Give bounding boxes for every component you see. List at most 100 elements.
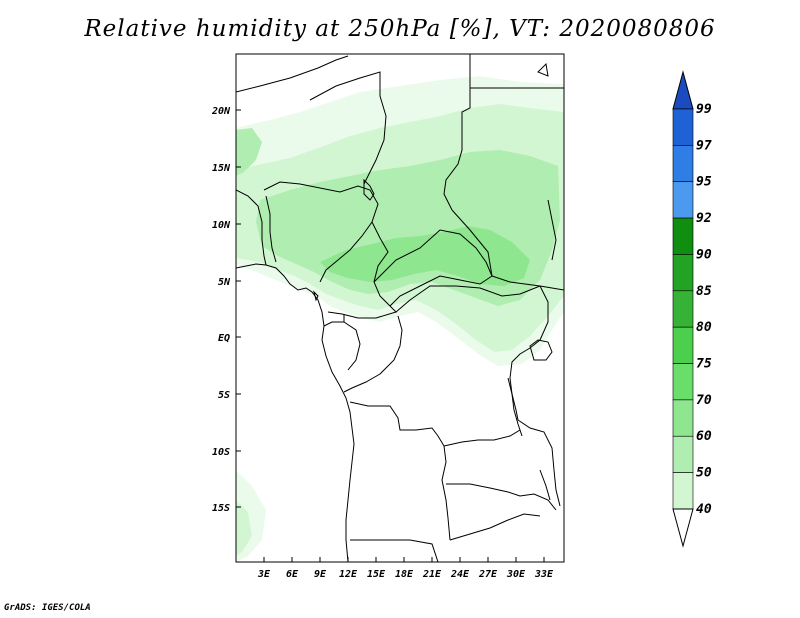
border-mali-niger — [309, 71, 387, 185]
lat-label-15N: 15N — [212, 163, 231, 174]
border-angola-south — [350, 539, 439, 562]
colorbar-label-60: 60 — [696, 429, 712, 444]
lon-tick-3E: 3E — [257, 557, 271, 580]
map-frame — [235, 53, 565, 563]
colorbar-label-92: 92 — [696, 211, 712, 226]
colorbar-label-80: 80 — [696, 320, 712, 335]
lon-label-6E: 6E — [286, 569, 299, 580]
lake-malawi — [539, 469, 551, 501]
coastline — [236, 263, 355, 562]
lake-chad — [363, 178, 375, 201]
colorbar-segment-90 — [672, 254, 694, 292]
colorbar-segment-92 — [672, 217, 694, 255]
lat-label-5S: 5S — [218, 390, 230, 401]
lon-tick-6E: 6E — [286, 557, 299, 580]
border-togo-benin — [265, 195, 277, 263]
colorbar-label-50: 50 — [696, 466, 712, 481]
lon-label-27E: 27E — [478, 569, 498, 580]
border-zambia-south — [449, 513, 541, 541]
colorbar-label-85: 85 — [696, 284, 712, 299]
colorbar-label-75: 75 — [696, 357, 712, 372]
latitude-axis: 20N 15N 10N 5N EQ 5S 10S 15S — [211, 106, 241, 514]
colorbar-top-arrow — [672, 70, 694, 110]
lon-tick-15E: 15E — [367, 557, 386, 580]
lon-label-24E: 24E — [450, 569, 470, 580]
lat-tick-5N: 5N — [218, 277, 241, 288]
lat-label-5N: 5N — [218, 277, 231, 288]
lat-tick-10N: 10N — [212, 220, 241, 231]
lon-label-9E: 9E — [314, 569, 327, 580]
lon-tick-30E: 30E — [506, 557, 526, 580]
lake-victoria — [529, 339, 553, 361]
lon-tick-33E: 33E — [534, 557, 554, 580]
border-sahara — [236, 55, 349, 93]
lon-tick-9E: 9E — [314, 557, 327, 580]
border-drc-angola — [349, 401, 451, 541]
lon-tick-27E: 27E — [478, 557, 498, 580]
lat-label-EQ: EQ — [218, 333, 230, 344]
lon-label-18E: 18E — [395, 569, 414, 580]
colorbar-segment-97 — [672, 145, 694, 183]
colorbar-segment-50 — [672, 472, 694, 510]
colorbar-label-90: 90 — [696, 247, 712, 262]
border-drc-east — [443, 429, 521, 447]
colorbar-segment-99 — [672, 108, 694, 146]
border-cameroon — [327, 221, 397, 319]
lat-tick-EQ: EQ — [218, 333, 241, 344]
colorbar-label-70: 70 — [696, 393, 712, 408]
colorbar: 99 97 95 92 90 85 80 75 70 60 50 40 — [672, 70, 712, 548]
border-car — [373, 229, 493, 307]
colorbar-segment-85 — [672, 290, 694, 328]
colorbar-segment-70 — [672, 399, 694, 437]
border-east — [509, 285, 549, 421]
colorbar-label-99: 99 — [696, 102, 712, 117]
lat-label-20N: 20N — [211, 106, 231, 117]
grads-credit: GrADS: IGES/COLA — [4, 603, 91, 613]
colorbar-label-97: 97 — [696, 138, 712, 153]
border-gabon-congo — [323, 314, 361, 371]
lat-tick-20N: 20N — [211, 106, 241, 117]
humidity-band-70-75 — [320, 226, 530, 286]
border-drc-north — [395, 285, 541, 313]
colorbar-segment-80 — [672, 326, 694, 364]
border-zambia — [446, 483, 557, 511]
lat-label-10S: 10S — [212, 447, 230, 458]
border-west — [236, 189, 267, 266]
lat-tick-15N: 15N — [212, 163, 241, 174]
border-congo-drc — [343, 315, 403, 393]
lon-tick-21E: 21E — [422, 557, 442, 580]
lon-label-21E: 21E — [422, 569, 442, 580]
colorbar-label-40: 40 — [696, 502, 712, 517]
colorbar-segment-60 — [672, 435, 694, 473]
lon-label-12E: 12E — [339, 569, 358, 580]
lat-label-15S: 15S — [212, 503, 230, 514]
colorbar-segment-95 — [672, 181, 694, 219]
lon-label-3E: 3E — [257, 569, 271, 580]
border-tanzania — [517, 419, 561, 507]
longitude-axis: 3E 6E 9E 12E 15E 18E 21E 24E 27E 30E 33E — [257, 557, 554, 580]
lon-label-30E: 30E — [506, 569, 526, 580]
colorbar-bottom-arrow — [672, 508, 694, 548]
lon-label-33E: 33E — [534, 569, 554, 580]
humidity-band-sw-2 — [236, 500, 252, 556]
boundaries — [236, 54, 564, 562]
lon-tick-12E: 12E — [339, 557, 358, 580]
lat-tick-15S: 15S — [212, 503, 241, 514]
lon-tick-24E: 24E — [450, 557, 470, 580]
border-niger-chad — [443, 54, 471, 211]
island-bioko — [313, 290, 319, 302]
lat-tick-5S: 5S — [218, 390, 241, 401]
colorbar-segment-75 — [672, 363, 694, 401]
map-title: Relative humidity at 250hPa [%], VT: 202… — [84, 16, 716, 42]
humidity-field — [236, 76, 564, 562]
lon-tick-18E: 18E — [395, 557, 414, 580]
border-ne-sudan — [547, 199, 557, 261]
lon-label-15E: 15E — [367, 569, 386, 580]
lat-label-10N: 10N — [212, 220, 231, 231]
map-inner-ne — [537, 62, 549, 77]
lat-tick-10S: 10S — [212, 447, 241, 458]
humidity-band-60-50-nw — [236, 128, 262, 176]
border-nigeria — [263, 181, 379, 283]
colorbar-label-95: 95 — [696, 175, 712, 190]
